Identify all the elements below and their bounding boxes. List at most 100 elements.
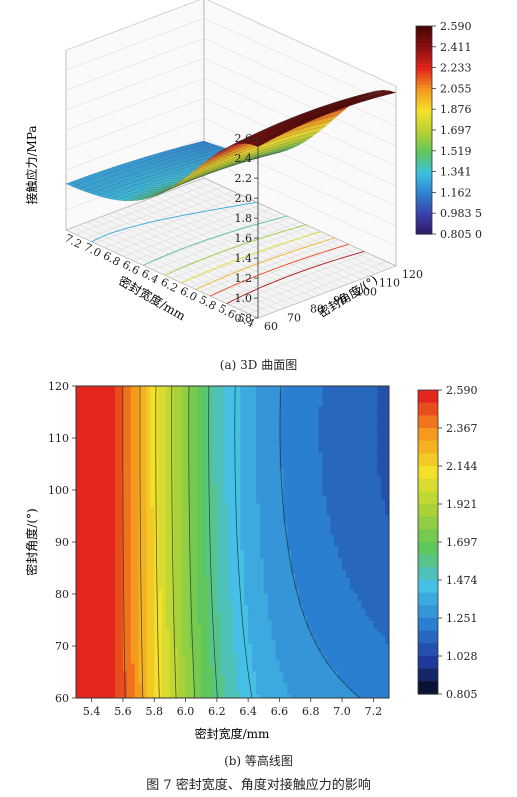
contour-cell (197, 503, 202, 508)
contour-cell (173, 542, 179, 547)
contour-cell (122, 456, 128, 461)
contour-cell (181, 682, 187, 687)
contour-cell (95, 499, 101, 504)
contour-cell (255, 487, 261, 492)
contour-cell (115, 495, 120, 500)
contour-cell (103, 397, 108, 403)
contour-cell (142, 631, 148, 637)
contour-cell (240, 440, 245, 446)
contour-cell (130, 655, 136, 660)
contour-cell (201, 659, 206, 664)
contour-cell (138, 467, 144, 473)
contour-cell (255, 460, 261, 465)
contour-cell (248, 647, 253, 652)
contour-cell (248, 639, 253, 644)
contour-cell (107, 530, 112, 535)
contour-cell (79, 401, 85, 407)
contour-cell (138, 631, 144, 637)
contour-cell (169, 588, 175, 594)
contour-cell (240, 647, 245, 652)
contour-cell (252, 444, 257, 449)
y-tick-label: 60 (264, 320, 278, 333)
contour-cell (111, 616, 116, 621)
contour-cell (252, 631, 257, 637)
contour-cell (177, 397, 183, 403)
contour-cell (103, 538, 108, 543)
contour-cell (165, 678, 171, 683)
contour-cell (130, 386, 136, 391)
contour-cell (122, 448, 128, 453)
contour-cell (189, 522, 194, 527)
contour-cell (244, 542, 249, 547)
surface-patch (258, 127, 270, 133)
contour-cell (119, 581, 124, 586)
contour-cell (224, 506, 230, 512)
contour-cell (150, 635, 155, 641)
contour-cell (165, 569, 171, 574)
contour-cell (224, 662, 230, 668)
contour-cell (189, 584, 194, 590)
contour-cell (87, 491, 93, 496)
contour-cell (107, 682, 112, 687)
contour-cell (119, 526, 124, 531)
contour-cell (177, 444, 183, 449)
contour-cell (173, 436, 179, 442)
contour-cell (236, 600, 241, 605)
contour-cell (107, 452, 112, 457)
contour-cell (228, 401, 234, 407)
contour-cell (99, 425, 104, 430)
contour-cell (193, 428, 198, 434)
contour-cell (244, 444, 249, 449)
contour-cell (119, 670, 124, 676)
contour-cell (248, 518, 253, 524)
colorbar-swatch (416, 64, 432, 69)
contour-cell (189, 499, 194, 504)
z-tick-label: 1.8 (235, 212, 253, 225)
contour-cell (193, 584, 198, 590)
contour-cell (181, 491, 187, 496)
contour-cell (83, 577, 89, 582)
contour-cell (209, 413, 214, 418)
contour-cell (197, 534, 202, 539)
contour-cell (263, 522, 269, 527)
contour-cell (224, 604, 230, 609)
contour-cell (169, 604, 175, 609)
surface-patch (121, 196, 133, 199)
contour-cell (177, 584, 183, 590)
contour-cell (95, 604, 101, 609)
contour-cell (103, 674, 108, 680)
contour-cell (150, 557, 155, 563)
contour-cell (220, 495, 226, 500)
contour-cell (134, 549, 140, 555)
contour-cell (169, 612, 175, 617)
contour-cell (259, 690, 265, 695)
contour-cell (126, 440, 132, 446)
contour-cell (119, 491, 124, 496)
contour-cell (76, 592, 81, 598)
contour-cell (212, 600, 218, 605)
contour-cell (169, 573, 175, 578)
contour-cell (185, 670, 191, 676)
colorbar-swatch (416, 81, 432, 86)
y-tick-label: 120 (402, 268, 423, 281)
contour-cell (236, 612, 241, 617)
contour-cell (212, 553, 218, 559)
contour-cell (189, 510, 194, 516)
contour-cell (169, 635, 175, 641)
contour-cell (220, 448, 226, 453)
contour-cell (76, 542, 81, 547)
contour-cell (252, 471, 257, 477)
contour-cell (177, 475, 183, 481)
contour-cell (99, 600, 104, 605)
surface-patch (269, 132, 282, 138)
contour-cell (169, 659, 175, 664)
contour-cell (259, 487, 265, 492)
contour-cell (95, 584, 101, 590)
contour-cell (158, 506, 163, 512)
contour-cell (216, 409, 222, 414)
contour-cell (158, 495, 163, 500)
contour-cell (255, 690, 261, 695)
contour-cell (236, 616, 241, 621)
contour-cell (134, 440, 140, 446)
contour-cell (177, 643, 183, 648)
